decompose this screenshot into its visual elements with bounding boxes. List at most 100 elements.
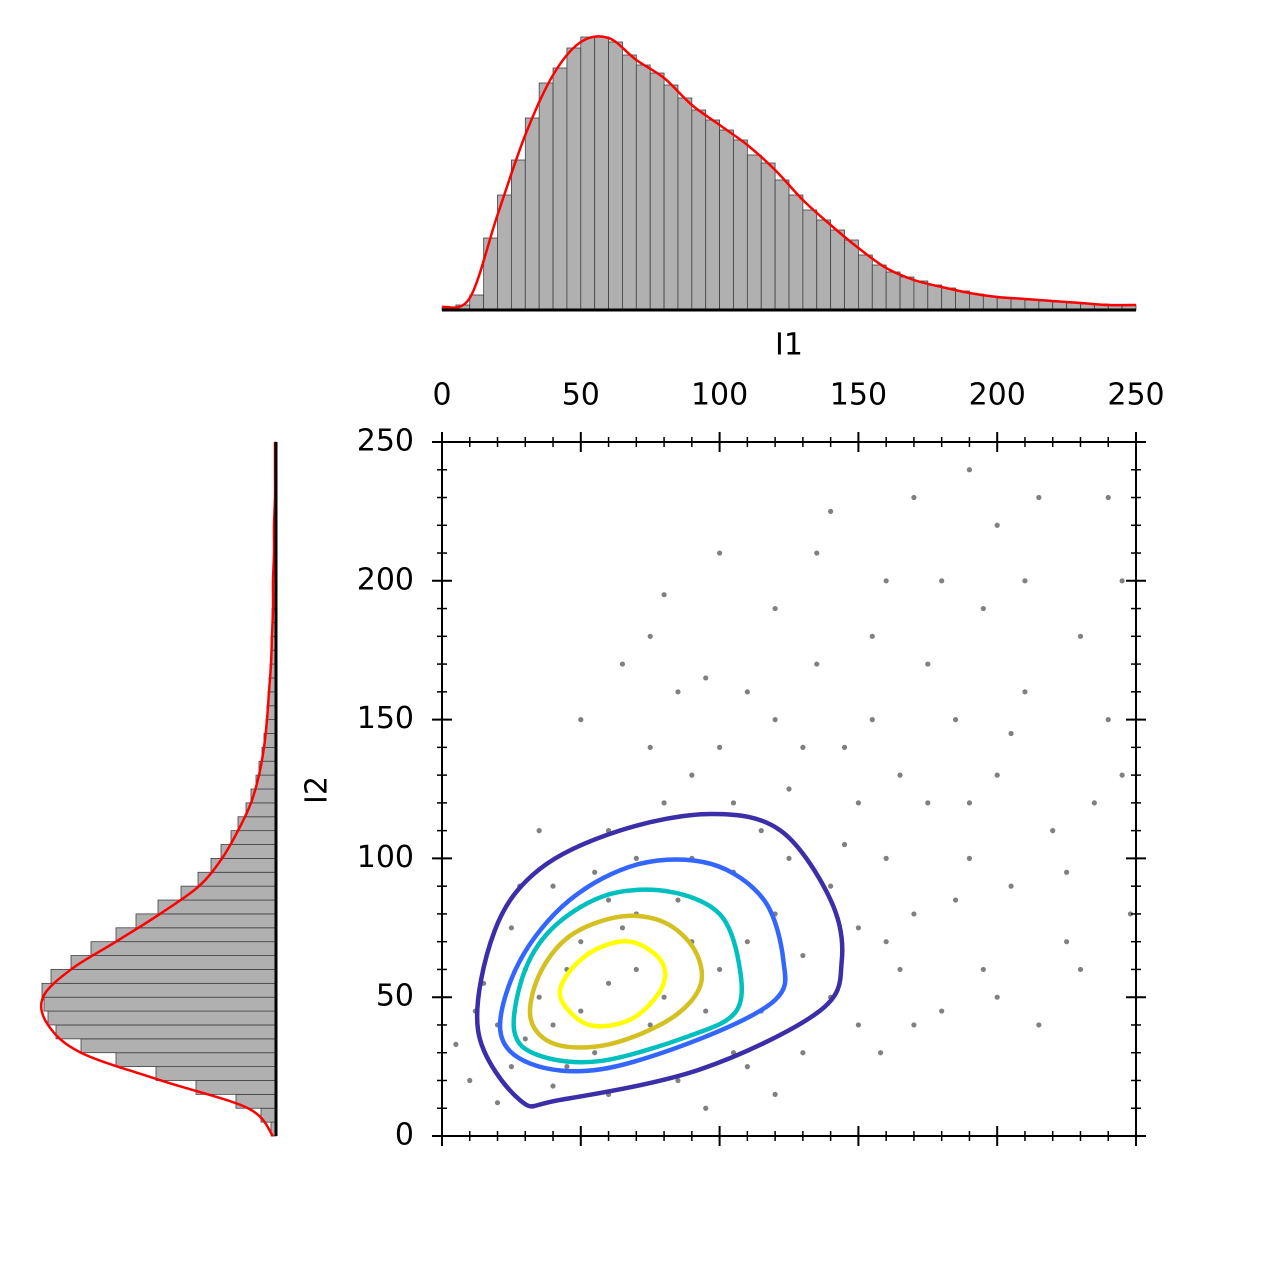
kde-line <box>441 35 1137 309</box>
scatter-point <box>878 1050 884 1056</box>
histogram-bar <box>982 295 998 311</box>
scatter-point <box>828 883 834 889</box>
scatter-point <box>786 786 792 792</box>
histogram-bar <box>871 264 887 311</box>
histogram-bar <box>941 287 956 311</box>
histogram-bar <box>996 297 1012 311</box>
scatter-point <box>717 550 723 556</box>
scatter-point <box>550 1083 556 1089</box>
histogram-bar <box>469 294 485 311</box>
scatter-point <box>730 800 737 806</box>
scatter-point <box>647 744 653 750</box>
scatter-point <box>911 494 917 501</box>
scatter-point <box>772 605 778 612</box>
scatter-point <box>1091 800 1097 806</box>
y-tick-label: 250 <box>357 424 414 459</box>
scatter-point <box>578 717 584 723</box>
histogram-bar <box>622 54 637 311</box>
histogram-bar <box>746 154 762 311</box>
scatter-point <box>994 522 1000 528</box>
scatter-point <box>508 1064 514 1070</box>
scatter-point <box>1064 869 1070 875</box>
contour <box>497 857 788 1074</box>
scatter-point <box>1105 494 1111 501</box>
scatter-point <box>508 925 514 931</box>
histogram-bar <box>80 1038 277 1054</box>
scatter-point <box>911 911 917 917</box>
scatter-point <box>911 1022 917 1028</box>
histogram-bar <box>844 239 859 311</box>
scatter-point <box>925 800 931 806</box>
contour <box>511 887 745 1065</box>
contour <box>557 939 668 1029</box>
scatter-point <box>675 1077 681 1084</box>
scatter-point <box>1105 717 1111 723</box>
histogram-bar <box>195 1080 277 1095</box>
x-tick-label: 100 <box>691 378 748 413</box>
scatter-point <box>578 1008 584 1014</box>
scatter-point <box>814 661 820 667</box>
scatter-point <box>800 744 806 750</box>
scatter-point <box>1050 828 1056 834</box>
scatter-point <box>1022 689 1028 695</box>
scatter-point <box>952 897 959 903</box>
scatter-point <box>758 828 764 834</box>
histogram-bar <box>55 1024 277 1040</box>
scatter-point <box>814 550 820 556</box>
histogram-bar <box>524 117 540 311</box>
scatter-point <box>1077 633 1084 639</box>
scatter-point <box>855 925 862 931</box>
scatter-point <box>855 800 862 806</box>
scatter-point <box>619 925 626 931</box>
histogram-bar <box>483 237 498 311</box>
scatter-point <box>1008 730 1014 737</box>
histogram-bar <box>899 276 915 311</box>
scatter-point <box>980 966 986 973</box>
scatter-point <box>661 592 667 598</box>
scatter-point <box>605 980 612 986</box>
scatter-point <box>744 939 750 945</box>
y-tick-label: 150 <box>357 701 414 736</box>
scatter-point <box>717 744 723 750</box>
scatter-point <box>1077 966 1084 973</box>
histogram-bar <box>1010 298 1026 311</box>
scatter-point <box>939 1008 945 1014</box>
scatter-point <box>939 578 945 584</box>
scatter-point <box>633 966 639 973</box>
histogram-bar <box>155 1066 277 1081</box>
scatter-point <box>786 855 792 862</box>
histogram-bar <box>594 36 609 311</box>
scatter-point <box>1064 939 1070 945</box>
scatter-point <box>550 1022 556 1028</box>
histogram-bar <box>43 996 277 1012</box>
scatter-point <box>675 897 681 903</box>
scatter-point <box>744 689 750 695</box>
scatter-point <box>564 1064 570 1070</box>
scatter-point <box>966 855 973 862</box>
scatter-point <box>1127 911 1134 917</box>
histogram-bar <box>691 109 707 311</box>
scatter-point <box>717 966 723 973</box>
scatter-point <box>897 966 903 973</box>
histogram-bar <box>719 129 734 311</box>
x-tick-label: 250 <box>1107 378 1164 413</box>
histogram-bar <box>677 97 693 311</box>
histogram-bar <box>50 969 277 984</box>
scatter-point <box>980 605 986 612</box>
x-axis-label: I1 <box>775 328 803 363</box>
scatter-point <box>925 661 931 667</box>
scatter-point <box>841 841 848 848</box>
histogram-bar <box>566 47 582 311</box>
y-tick-label: 50 <box>376 979 414 1014</box>
contour <box>527 913 705 1050</box>
histogram-bar <box>733 139 748 311</box>
y-tick-label: 0 <box>395 1118 414 1153</box>
scatter-point <box>522 1036 528 1042</box>
scatter-point <box>494 1100 501 1106</box>
scatter-point <box>744 1064 750 1070</box>
histogram-bar <box>830 229 845 311</box>
scatter-point <box>661 994 667 1000</box>
scatter-point <box>1022 578 1028 584</box>
y-tick-label: 200 <box>357 562 414 597</box>
histogram-bar <box>552 67 568 311</box>
